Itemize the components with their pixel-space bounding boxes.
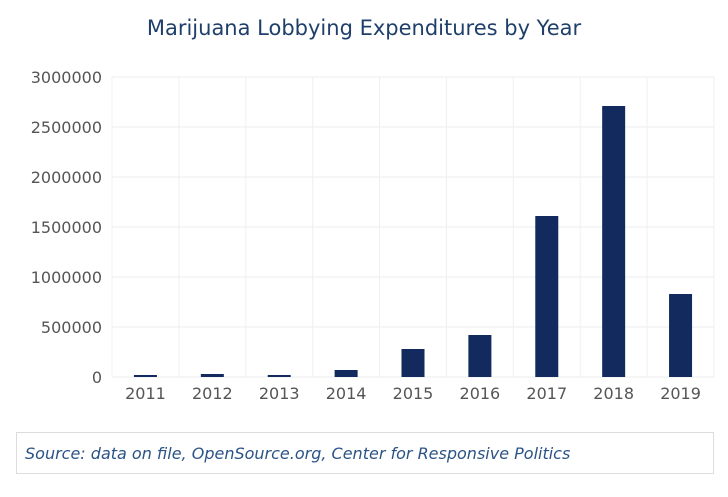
x-tick-label: 2012 <box>192 384 233 403</box>
x-tick-label: 2016 <box>460 384 501 403</box>
chart-title: Marijuana Lobbying Expenditures by Year <box>146 16 582 40</box>
x-tick-label: 2018 <box>593 384 634 403</box>
y-tick-label: 2500000 <box>31 118 102 137</box>
bar-2017 <box>535 216 559 377</box>
y-tick-label: 3000000 <box>31 68 102 87</box>
bar-2015 <box>401 349 425 377</box>
x-tick-label: 2015 <box>393 384 434 403</box>
bar-2014 <box>334 370 358 377</box>
x-tick-label: 2019 <box>660 384 701 403</box>
x-tick-label: 2017 <box>526 384 567 403</box>
bar-2012 <box>200 374 224 377</box>
x-tick-label: 2014 <box>326 384 367 403</box>
x-tick-label: 2013 <box>259 384 300 403</box>
source-note: Source: data on file, OpenSource.org, Ce… <box>25 444 571 463</box>
y-tick-label: 1500000 <box>31 218 102 237</box>
bar-2019 <box>669 294 693 377</box>
bar-2018 <box>602 106 626 377</box>
bar-2013 <box>267 375 291 377</box>
y-tick-label: 0 <box>92 368 102 387</box>
y-tick-label: 500000 <box>41 318 102 337</box>
source-box: Source: data on file, OpenSource.org, Ce… <box>16 432 714 474</box>
y-tick-label: 2000000 <box>31 168 102 187</box>
bar-2016 <box>468 335 492 377</box>
x-tick-label: 2011 <box>125 384 166 403</box>
bar-2011 <box>133 375 157 377</box>
bar-chart: 0 500000 1000000 1500000 2000000 2500000 30000… <box>31 68 715 403</box>
y-tick-label: 1000000 <box>31 268 102 287</box>
